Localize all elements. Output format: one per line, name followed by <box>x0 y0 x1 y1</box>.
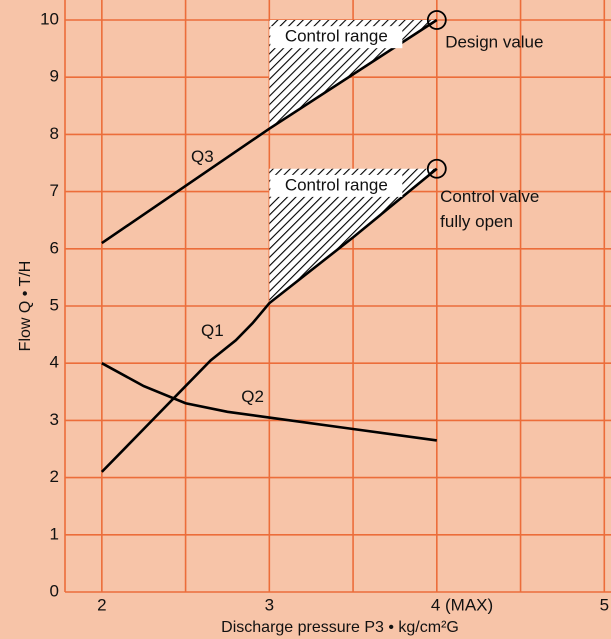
y-tick-label: 1 <box>50 524 59 543</box>
y-tick-label: 0 <box>50 581 59 600</box>
x-tick-label: 5 <box>600 595 609 614</box>
y-axis-label: Flow Q • T/H <box>17 261 34 352</box>
y-tick-label: 7 <box>50 181 59 200</box>
y-tick-label: 10 <box>40 9 59 28</box>
x-axis-label: Discharge pressure P3 • kg/cm²G <box>221 619 459 636</box>
annotation: Design value <box>445 32 543 51</box>
end-marker <box>426 10 447 30</box>
annotation-bg <box>270 26 403 49</box>
y-tick-label: 2 <box>50 467 59 486</box>
annotation: Control range <box>285 27 388 46</box>
y-tick-label: 9 <box>50 67 59 86</box>
x-tick-label: 4 (MAX) <box>431 595 493 614</box>
series-label: Q3 <box>191 147 214 166</box>
y-tick-label: 3 <box>50 410 59 429</box>
x-tick-label: 2 <box>97 595 106 614</box>
series-line <box>101 362 437 442</box>
annotation-bg <box>270 174 403 197</box>
series-label: Q2 <box>241 387 264 406</box>
y-tick-label: 8 <box>50 124 59 143</box>
y-tick-label: 5 <box>50 295 59 314</box>
annotation: Control range <box>285 175 388 194</box>
series-label: Q1 <box>201 321 224 340</box>
y-tick-label: 4 <box>50 353 59 372</box>
annotation: Control valve <box>440 187 539 206</box>
end-marker <box>426 158 447 179</box>
series-line <box>100 167 438 473</box>
annotation: fully open <box>440 212 513 231</box>
x-tick-label: 3 <box>265 595 274 614</box>
y-tick-label: 6 <box>50 238 59 257</box>
series-line <box>101 18 438 245</box>
